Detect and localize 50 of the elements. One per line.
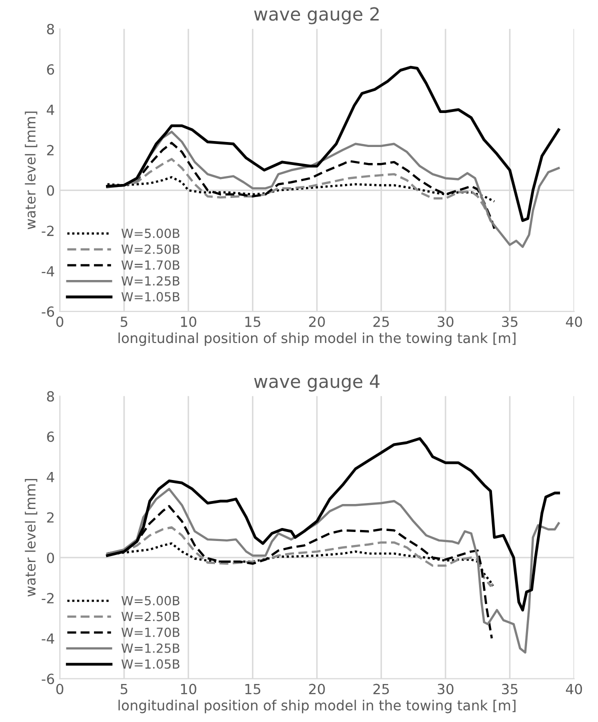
y-tick-label: 6 <box>47 431 54 442</box>
legend-label: W=1.25B <box>121 643 180 653</box>
y-tick-label: -2 <box>42 592 54 604</box>
legend-label: W=2.50B <box>121 244 180 254</box>
y-tick-label: -4 <box>42 266 54 276</box>
y-tick-label: 0 <box>47 552 54 564</box>
x-tick-label: 0 <box>56 316 64 328</box>
x-axis-title: longitudinal position of ship model in the towing tank [m] <box>118 700 516 714</box>
x-tick-label: 40 <box>566 684 582 694</box>
legend-label: W=5.00B <box>121 228 180 238</box>
legend-label: W=1.25B <box>121 276 180 286</box>
x-tick-label: 20 <box>309 316 325 328</box>
x-tick-label: 5 <box>120 684 128 694</box>
y-tick-label: 8 <box>47 24 54 34</box>
y-tick-label: 2 <box>47 512 54 523</box>
x-tick-label: 10 <box>181 684 196 694</box>
x-tick-label: 15 <box>245 316 260 328</box>
y-tick-label: -6 <box>42 306 54 317</box>
chart-title: wave gauge 4 <box>254 374 380 392</box>
y-tick-label: -6 <box>42 674 54 684</box>
legend-label: W=1.05B <box>121 659 180 669</box>
y-tick-label: -2 <box>42 226 54 236</box>
x-tick-label: 10 <box>181 316 196 328</box>
x-tick-label: 35 <box>502 684 518 694</box>
legend-label: W=5.00B <box>121 596 180 606</box>
y-axis-title: water level [mm] <box>24 112 38 230</box>
legend-label: W=1.70B <box>121 628 180 638</box>
x-tick-label: 35 <box>502 316 518 328</box>
y-tick-label: -4 <box>42 633 54 644</box>
x-tick-label: 5 <box>120 316 128 328</box>
y-tick-label: 8 <box>47 391 54 402</box>
x-tick-label: 0 <box>56 684 64 694</box>
y-axis-title: water level [mm] <box>24 478 38 596</box>
y-tick-label: 0 <box>47 185 54 196</box>
x-axis-title: longitudinal position of ship model in the towing tank [m] <box>118 332 516 346</box>
y-tick-label: 4 <box>46 472 54 482</box>
x-tick-label: 30 <box>438 316 454 328</box>
y-tick-label: 4 <box>46 104 54 115</box>
x-tick-label: 20 <box>309 684 325 694</box>
legend-label: W=1.05B <box>121 292 180 302</box>
x-tick-label: 30 <box>438 684 454 694</box>
x-tick-label: 15 <box>245 684 260 694</box>
chart-title: wave gauge 2 <box>254 7 379 24</box>
x-tick-label: 40 <box>566 316 582 328</box>
x-tick-label: 25 <box>373 316 389 328</box>
y-tick-label: 6 <box>47 64 54 75</box>
x-tick-label: 25 <box>373 684 389 694</box>
legend-label: W=2.50B <box>121 612 180 622</box>
legend-label: W=1.70B <box>121 260 180 270</box>
y-tick-label: 2 <box>47 144 54 156</box>
